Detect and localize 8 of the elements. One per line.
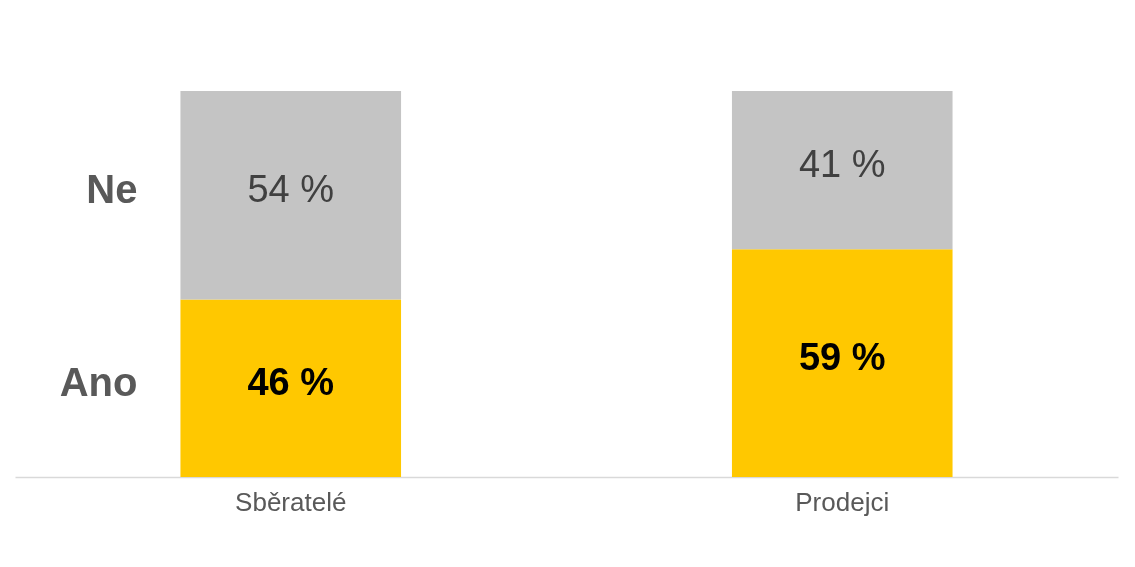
x-tick-label: Prodejci: [795, 486, 890, 517]
data-label: 41 %: [798, 143, 886, 186]
series-label: Ne: [86, 167, 138, 212]
x-tick-label: Sběratelé: [235, 486, 347, 517]
data-label: 54 %: [247, 168, 335, 211]
data-label: 46 %: [247, 361, 335, 404]
data-label: 59 %: [798, 336, 886, 379]
series-label: Ano: [59, 360, 138, 405]
